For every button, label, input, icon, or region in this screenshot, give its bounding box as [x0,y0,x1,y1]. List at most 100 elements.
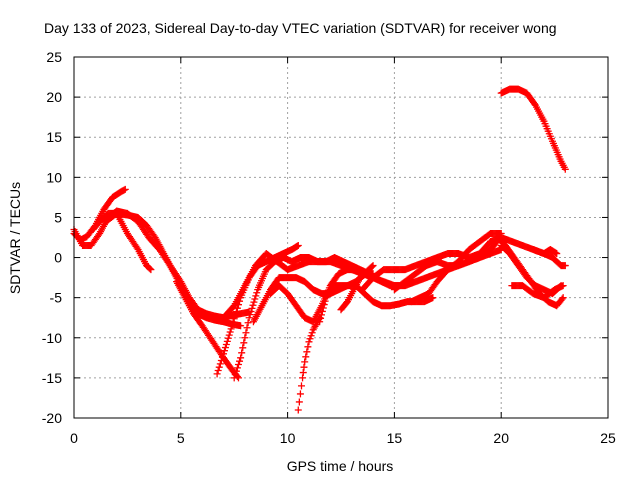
x-axis-title: GPS time / hours [287,458,394,474]
y-tick-label: -20 [42,410,62,426]
data-point [248,304,256,312]
x-tick-label: 0 [70,430,78,446]
data-point [296,390,304,398]
y-tick-label: -5 [50,290,63,306]
data-point [220,347,228,355]
y-tick-label: 20 [46,89,62,105]
data-point [240,339,248,347]
data-point [294,242,302,250]
y-tick-label: 15 [46,129,62,145]
series-arc-13 [337,270,377,314]
data-point [317,314,325,322]
data-point [146,265,154,273]
data-point [242,329,250,337]
data-point [230,374,238,382]
data-point [303,348,311,356]
data-point [234,361,242,369]
data-point [308,329,316,337]
data-point [228,322,236,330]
data-point [213,370,221,378]
data-point [236,357,244,365]
data-point [307,332,315,340]
data-point [294,406,302,414]
data-point [299,374,307,382]
data-point [222,340,230,348]
y-tick-label: -15 [42,370,62,386]
data-point [306,335,314,343]
data-point [316,318,324,326]
data-point [221,344,229,352]
x-tick-label: 5 [177,430,185,446]
data-point [227,325,235,333]
data-point [133,244,141,252]
data-point [297,382,305,390]
data-point [302,353,310,361]
data-point [218,353,226,361]
data-point [224,334,232,342]
x-tick-label: 10 [280,430,296,446]
grid-lines [74,57,608,418]
data-point [252,292,260,300]
data-point [231,371,239,379]
data-point [243,324,251,332]
data-point [147,266,155,274]
data-point [229,318,237,326]
series-arc-4 [102,209,155,274]
data-point [245,314,253,322]
data-point [244,319,252,327]
axis-ticks [73,56,609,419]
x-tick-label: 25 [600,430,616,446]
data-point [239,344,247,352]
data-point [561,165,569,173]
y-tick-label: 5 [54,209,62,225]
y-tick-label: -10 [42,330,62,346]
data-point [318,307,326,315]
y-tick-label: 10 [46,169,62,185]
data-point [317,311,325,319]
data-point [251,295,259,303]
data-point [241,334,249,342]
plot-frame [73,56,609,419]
data-point [300,363,308,371]
data-point [217,357,225,365]
data-point [216,360,224,368]
data-point [319,304,327,312]
data-point [230,315,238,323]
data-point [295,398,303,406]
series-arc-22 [529,246,561,258]
y-tick-label: 25 [46,49,62,65]
series-arc-16 [407,229,505,306]
y-tick-labels: -20 -15 -10 -5 0 5 10 15 20 25 [42,49,62,426]
data-point [226,328,234,336]
data-point [253,289,261,297]
data-point [320,301,328,309]
data-point [238,349,246,357]
data-point [246,311,254,319]
x-tick-labels: 0 5 10 15 20 25 [70,430,616,446]
data-point [553,250,561,258]
data-point [305,338,313,346]
data-point [232,367,240,375]
data-point [233,364,241,372]
y-axis-title: SDTVAR / TECUs [7,182,23,294]
data-point [237,322,245,330]
data-point [368,262,376,270]
data-point [225,331,233,339]
data-point [237,354,245,362]
data-point [220,350,228,358]
data-point [558,295,566,303]
data-point [223,337,231,345]
x-tick-label: 20 [493,430,509,446]
data-point [215,363,223,371]
data-point [232,308,240,316]
data-point [247,307,255,315]
data-point [429,294,437,302]
data-point [299,369,307,377]
series-arc-21 [497,85,569,173]
series-arc-20 [508,282,567,302]
data-point [321,297,329,305]
x-tick-label: 15 [387,430,403,446]
data-point [559,294,567,302]
